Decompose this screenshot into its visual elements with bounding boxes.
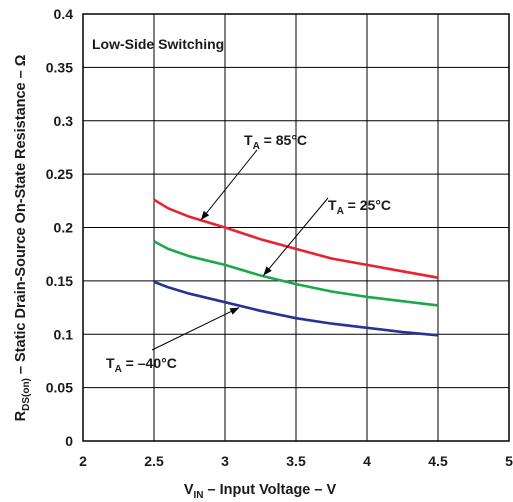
series-line	[153, 198, 439, 279]
annotation-arrow	[200, 149, 258, 221]
y-tick-label: 0.35	[46, 59, 73, 75]
series-layer	[153, 198, 439, 337]
y-tick-label: 0.15	[46, 273, 73, 289]
annotation-arrow	[151, 307, 240, 351]
y-tick-label: 0.4	[54, 6, 74, 22]
x-tick-label: 3	[221, 453, 229, 469]
x-tick-label: 2.5	[144, 453, 164, 469]
annotations: TA = 85°C TA = 25°C TA = –40°C	[106, 132, 391, 375]
series-line	[153, 280, 439, 337]
y-tick-label: 0.25	[46, 166, 73, 182]
y-tick-label: 0.1	[54, 326, 74, 342]
plot-frame	[82, 13, 510, 442]
annotation-arrowhead	[229, 307, 240, 315]
chart-title: Low-Side Switching	[92, 36, 224, 52]
annotation: TA = 85°C	[200, 132, 307, 221]
grid	[82, 13, 510, 442]
annotation-label: TA = 85°C	[244, 132, 307, 152]
x-tick-label: 5	[505, 453, 513, 469]
x-tick-label: 3.5	[286, 453, 306, 469]
annotation: TA = 25°C	[262, 197, 391, 276]
x-tick-label: 2	[79, 453, 87, 469]
x-axis-label: VIN – Input Voltage – V	[184, 482, 337, 501]
annotation-label: TA = –40°C	[106, 355, 177, 375]
y-tick-label: 0.2	[54, 220, 74, 236]
annotation-label: TA = 25°C	[328, 197, 391, 217]
annotation-arrow	[262, 197, 329, 276]
y-axis-label: RDS(on) – Static Drain-Source On-State R…	[13, 54, 32, 421]
annotation-arrowhead	[200, 210, 210, 221]
y-tick-labels: 0 0.05 0.1 0.15 0.2 0.25 0.3 0.35 0.4	[46, 6, 73, 449]
y-tick-label: 0	[65, 433, 73, 449]
annotation: TA = –40°C	[106, 307, 240, 375]
annotation-arrowhead	[263, 266, 272, 276]
y-tick-label: 0.3	[54, 113, 74, 129]
x-tick-label: 4.5	[428, 453, 448, 469]
x-tick-labels: 2 2.5 3 3.5 4 4.5 5	[79, 453, 513, 469]
y-tick-label: 0.05	[46, 380, 73, 396]
x-tick-label: 4	[363, 453, 371, 469]
series-line	[153, 240, 439, 307]
